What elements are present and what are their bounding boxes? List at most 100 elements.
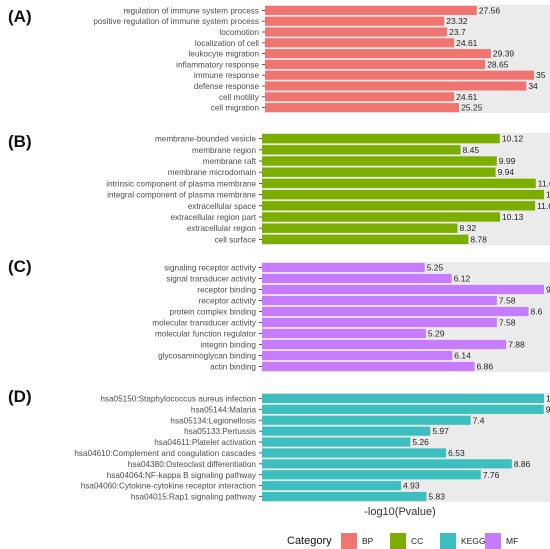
legend-item-bp: BP [341,533,374,549]
panel-label: (B) [8,132,32,151]
category-label: actin binding [210,363,256,372]
panel-label: (A) [8,7,32,26]
value-label: 11.65 [538,178,550,188]
value-label: 6.12 [454,274,471,284]
category-label: membrane raft [203,157,257,166]
legend: Category BP CC KEGG MF [287,533,518,549]
value-label: 6.86 [477,362,494,372]
value-label: 34 [528,81,538,91]
value-label: 8.86 [514,459,531,469]
legend-swatch [390,533,406,549]
bar [262,459,512,469]
category-label: leukocyte migration [188,50,259,59]
category-label: integrin binding [200,341,256,350]
bar [262,156,497,166]
bar [262,393,544,404]
category-label: cell surface [215,235,257,244]
category-label: molecular function regulator [155,330,256,339]
value-label: 24.61 [456,38,478,48]
category-label: signal transducer activity [166,275,257,284]
category-label: hsa04611:Platelet activation [154,438,256,447]
bar [262,223,458,233]
bar [265,81,527,91]
legend-item-cc: CC [390,533,423,549]
bar [265,49,491,59]
category-label: hsa05134:Legionellosis [170,416,256,425]
value-label: 29.39 [493,49,515,59]
bar [262,167,496,177]
panel-label: (D) [8,387,32,406]
value-label: 10.12 [502,134,524,144]
bar [262,133,500,144]
bar [262,178,536,189]
legend-label: BP [362,536,374,546]
bar [265,5,477,15]
legend-label: KEGG [461,536,486,546]
bar [265,59,486,69]
value-label: 7.58 [499,296,516,306]
legend-items: BP CC KEGG MF [341,533,518,549]
bar [265,16,445,26]
category-label: hsa05133:Pertussis [184,427,256,436]
bar [262,350,453,361]
value-label: 7.58 [499,318,516,328]
value-label: 5.29 [428,329,445,339]
category-label: regulation of immune system process [123,6,259,15]
bar [262,262,425,273]
category-label: cell migration [211,104,260,113]
value-label: 25.25 [461,103,483,113]
value-label: 23.32 [446,16,468,26]
category-label: intrinsic component of plasma membrane [106,179,256,188]
value-label: 12 [546,190,550,200]
value-label: 8.32 [460,223,477,233]
value-label: 11.62 [537,201,550,211]
bar [262,212,501,222]
value-label: 6.53 [448,448,465,458]
panel-d: (D) hsa05150:Staphylococcus aureus infect… [8,387,550,502]
legend-label: CC [411,536,423,546]
bar [265,27,448,37]
legend-item-kegg: KEGG [440,533,486,549]
category-label: extracellular space [188,202,257,211]
value-label: 9.99 [499,156,516,166]
bar [265,103,460,113]
category-label: membrane region [192,146,257,155]
bar [262,201,536,211]
value-label: 35 [536,70,546,80]
bar [262,426,431,436]
value-label: 5.25 [427,263,444,273]
category-label: protein complex binding [170,308,257,317]
bar [265,70,534,80]
legend-swatch [341,533,357,549]
panel-b: (B) membrane-bounded vesicle 10.12 membrane… [8,132,550,245]
panel-a: (A) regulation of immune system process 27… [8,5,550,113]
category-label: hsa04060:Cytokine-cytokine receptor inte… [81,482,257,491]
value-label: 8.6 [531,307,543,317]
category-label: molecular transducer activity [152,319,257,328]
bar [262,437,411,447]
panel-c: (C) signaling receptor activity 5.25 signal… [8,257,550,372]
bar [262,491,427,502]
value-label: 9.99 [546,404,550,414]
category-label: hsa04380:Osteoclast differentiation [128,460,257,469]
bar [262,339,507,350]
bar [262,404,544,414]
bar [262,284,544,295]
bar [262,328,426,339]
category-label: glycosaminoglycan binding [158,352,256,361]
value-label: 23.7 [449,27,466,37]
value-label: 9.94 [498,167,515,177]
bar [262,448,447,458]
value-label: 8.45 [463,145,480,155]
category-label: membrane microdomain [168,168,257,177]
category-label: extracellular region part [170,213,256,222]
category-label: hsa04015:Rap1 signaling pathway [131,493,257,502]
value-label: 6.14 [454,351,471,361]
value-label: 8.78 [470,234,487,244]
value-label: 27.56 [479,5,501,15]
category-label: hsa04610:Complement and coagulation casc… [74,449,256,458]
bar [262,273,452,284]
category-label: hsa05144:Malaria [191,405,257,414]
value-label: 7.88 [508,340,525,350]
